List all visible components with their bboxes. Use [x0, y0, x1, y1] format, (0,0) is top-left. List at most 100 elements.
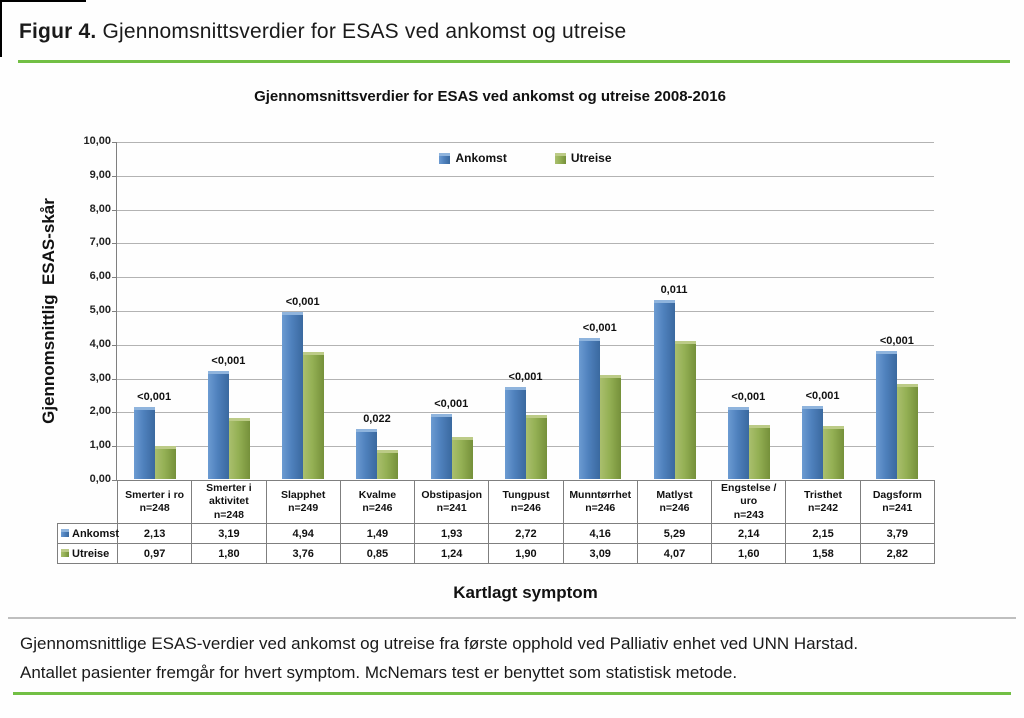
- chart-legend: Ankomst Utreise: [117, 151, 934, 165]
- category-name: Obstipasjon: [421, 488, 483, 501]
- y-tick-label: 3,00: [89, 372, 111, 384]
- table-header-row: Smerter i ro n=248 Smerter i aktivitet n=24…: [58, 480, 936, 524]
- caption-divider: [8, 617, 1016, 619]
- category-header-cell: Dagsform n=241: [859, 480, 936, 524]
- ankomst-bar: [653, 300, 675, 479]
- category-name: Munntørrhet: [569, 488, 632, 501]
- ankomst-bar: [133, 407, 155, 479]
- utreise-value-cell: 0,97: [116, 543, 193, 564]
- category-header-cell: Engstelse / uro n=243: [711, 480, 787, 524]
- p-value-label: <0,001: [805, 390, 840, 402]
- legend-label: Utreise: [570, 151, 612, 165]
- category-n: n=243: [733, 508, 764, 521]
- ankomst-bar: [505, 387, 526, 479]
- category-header-cell: Munntørrhet n=246: [562, 480, 638, 524]
- utreise-bar: [823, 426, 845, 479]
- y-axis-tick: [112, 142, 117, 143]
- utreise-value-cell: 3,09: [562, 543, 638, 564]
- y-axis-tick: [112, 176, 117, 177]
- utreise-bar: [451, 437, 473, 479]
- utreise-bar: [228, 418, 250, 479]
- y-tick-label: 1,00: [89, 439, 111, 451]
- ankomst-value-cell: 5,29: [636, 523, 713, 544]
- utreise-legend-key: [554, 152, 566, 164]
- ankomst-value-cell: 4,16: [562, 523, 638, 544]
- y-axis-tick: [112, 345, 117, 346]
- y-tick-label: 10,00: [83, 135, 111, 147]
- gridline: [117, 379, 934, 380]
- ankomst-legend-key: [439, 152, 451, 164]
- ankomst-bar: [876, 351, 898, 479]
- ankomst-value-cell: 1,49: [339, 523, 416, 544]
- figure-title: Figur 4. Gjennomsnittsverdier for ESAS ve…: [19, 20, 626, 44]
- chart-title: Gjennomsnittsverdier for ESAS ved ankoms…: [254, 88, 726, 105]
- gridline: [117, 311, 934, 312]
- y-tick-label: 8,00: [89, 203, 111, 215]
- bottom-green-divider: [13, 692, 1011, 695]
- category-name: Smerter i ro: [125, 488, 185, 501]
- gridline: [117, 210, 934, 211]
- top-green-divider: [18, 60, 1010, 63]
- category-header-cell: Tungpust n=246: [488, 480, 564, 524]
- utreise-bar: [600, 375, 622, 479]
- gridline: [117, 345, 934, 346]
- ankomst-row-key: [61, 528, 69, 537]
- gridline: [117, 142, 934, 143]
- p-value-label: 0,011: [660, 284, 688, 296]
- p-value-label: <0,001: [434, 398, 469, 410]
- legend-label: Ankomst: [455, 151, 507, 165]
- figure-label: Figur 4.: [19, 20, 97, 43]
- y-tick-label: 2,00: [89, 405, 111, 417]
- ankomst-bar: [282, 312, 304, 479]
- utreise-value-cell: 1,24: [414, 543, 490, 564]
- utreise-bar: [674, 341, 696, 479]
- ankomst-value-cell: 2,72: [488, 523, 564, 544]
- category-n: n=248: [139, 502, 170, 514]
- category-n: n=246: [585, 502, 616, 514]
- category-n: n=241: [882, 502, 913, 514]
- ankomst-value-cell: 2,15: [785, 523, 861, 544]
- category-header-cell: Smerter i aktivitet n=248: [191, 480, 267, 524]
- ankomst-value-cell: 3,19: [191, 523, 267, 544]
- category-name: Dagsform: [872, 488, 922, 501]
- page-corner-border: [0, 0, 86, 57]
- utreise-value-cell: 1,90: [488, 543, 564, 564]
- p-value-label: <0,001: [879, 335, 914, 347]
- category-n: n=241: [436, 502, 467, 514]
- ankomst-value-cell: 1,93: [414, 523, 490, 544]
- p-value-label: <0,001: [508, 371, 543, 383]
- category-header-cell: Kvalme n=246: [339, 480, 416, 524]
- legend-item-utreise: Utreise: [554, 151, 612, 165]
- x-axis-title: Kartlagt symptom: [453, 583, 598, 602]
- p-value-label: <0,001: [137, 391, 172, 403]
- chart-data-table: Smerter i ro n=248 Smerter i aktivitet n=24…: [57, 480, 936, 564]
- ankomst-value-cell: 3,79: [859, 523, 936, 544]
- utreise-value-cell: 1,60: [711, 543, 787, 564]
- legend-item-ankomst: Ankomst: [439, 151, 507, 165]
- ankomst-value-cell: 2,13: [116, 523, 193, 544]
- gridline: [117, 277, 934, 278]
- y-axis-title: Gjennomsnittlig ESAS-skår: [34, 142, 64, 480]
- category-header-cell: Matlyst n=246: [636, 480, 713, 524]
- category-name: Tristhet: [804, 488, 842, 501]
- gridline: [117, 243, 934, 244]
- y-tick-label: 6,00: [89, 270, 111, 282]
- ankomst-bar: [727, 407, 749, 479]
- utreise-bar: [897, 384, 919, 479]
- category-n: n=246: [510, 502, 541, 514]
- y-axis-tick: [112, 277, 117, 278]
- y-axis-tick: [112, 243, 117, 244]
- y-axis-tick: [112, 412, 117, 413]
- utreise-bar: [377, 450, 399, 479]
- y-axis-tick: [112, 480, 117, 481]
- y-tick-label: 0,00: [89, 473, 111, 485]
- utreise-table-row: Utreise 0,97 1,80 3,76 0,85 1,24 1,90 3,09 4,07 1…: [57, 543, 936, 564]
- y-axis-tick: [112, 379, 117, 380]
- category-header-cell: Slapphet n=249: [265, 480, 341, 524]
- utreise-bar: [748, 425, 770, 479]
- utreise-value-cell: 0,85: [339, 543, 416, 564]
- y-tick-label: 5,00: [89, 304, 111, 316]
- y-tick-label: 4,00: [89, 338, 111, 350]
- utreise-value-cell: 4,07: [636, 543, 713, 564]
- figure-caption: Gjennomsnittlige ESAS-verdier ved ankoms…: [20, 629, 1010, 687]
